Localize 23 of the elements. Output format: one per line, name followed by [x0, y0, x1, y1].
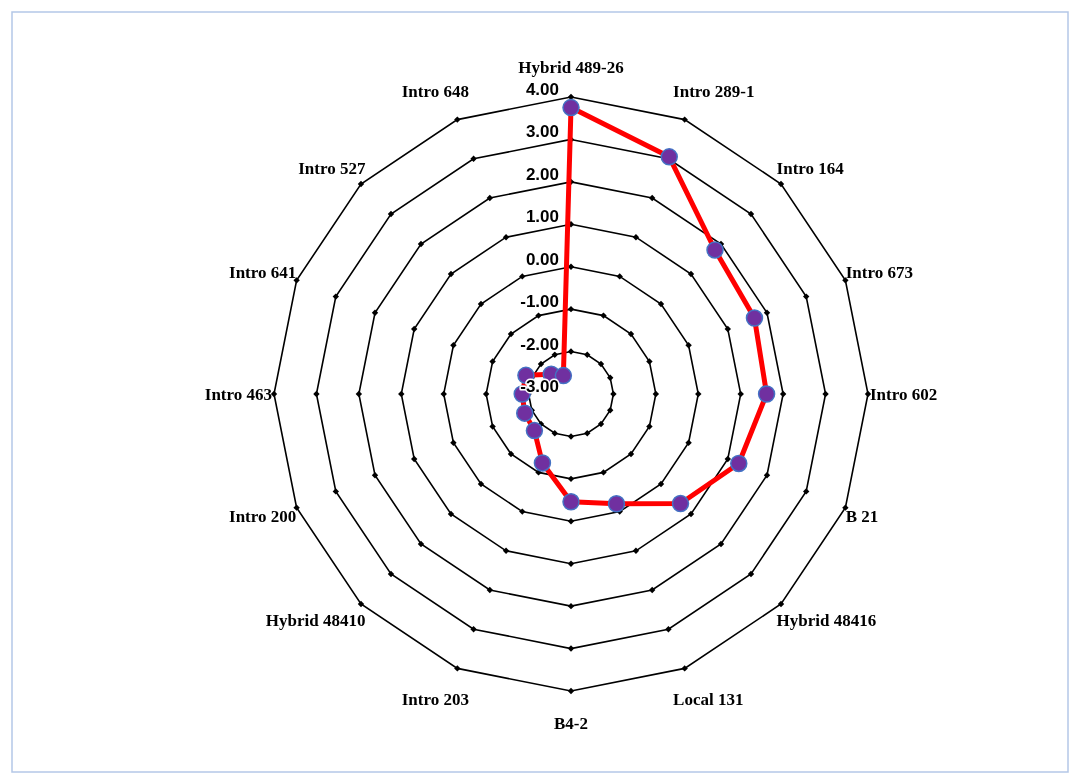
spoke-label: B 21: [845, 507, 879, 527]
spoke-label: B4-2: [554, 714, 588, 733]
spoke-label: Intro 200: [229, 507, 297, 527]
spoke-label: Intro 673: [845, 262, 913, 282]
spoke-label: Intro 203: [401, 689, 469, 709]
y-tick-label: 0.00: [525, 249, 559, 269]
spoke-label: Intro 164: [776, 159, 845, 179]
y-tick-label: 1.00: [525, 207, 559, 227]
spoke-label: Hybrid 48410: [265, 610, 366, 630]
spoke-label: Intro 289-1: [673, 82, 755, 102]
y-tick-label: 2.00: [525, 164, 559, 184]
y-tick-label: -1.00: [520, 292, 559, 312]
spoke-label: Local 131: [673, 689, 744, 709]
spoke-label: Intro 602: [870, 385, 938, 404]
spoke-label: Intro 527: [298, 159, 366, 179]
y-tick-label: 4.00: [525, 80, 559, 99]
spoke-label: Hybrid 48416: [776, 610, 877, 630]
spoke-label: Intro 641: [229, 262, 297, 282]
y-tick-label: 3.00: [525, 122, 559, 142]
spoke-label: Intro 648: [401, 82, 469, 102]
spoke-label: Hybrid 489-26: [518, 58, 624, 77]
y-tick-label: -2.00: [520, 334, 559, 354]
spoke-label: Intro 463: [204, 385, 272, 404]
